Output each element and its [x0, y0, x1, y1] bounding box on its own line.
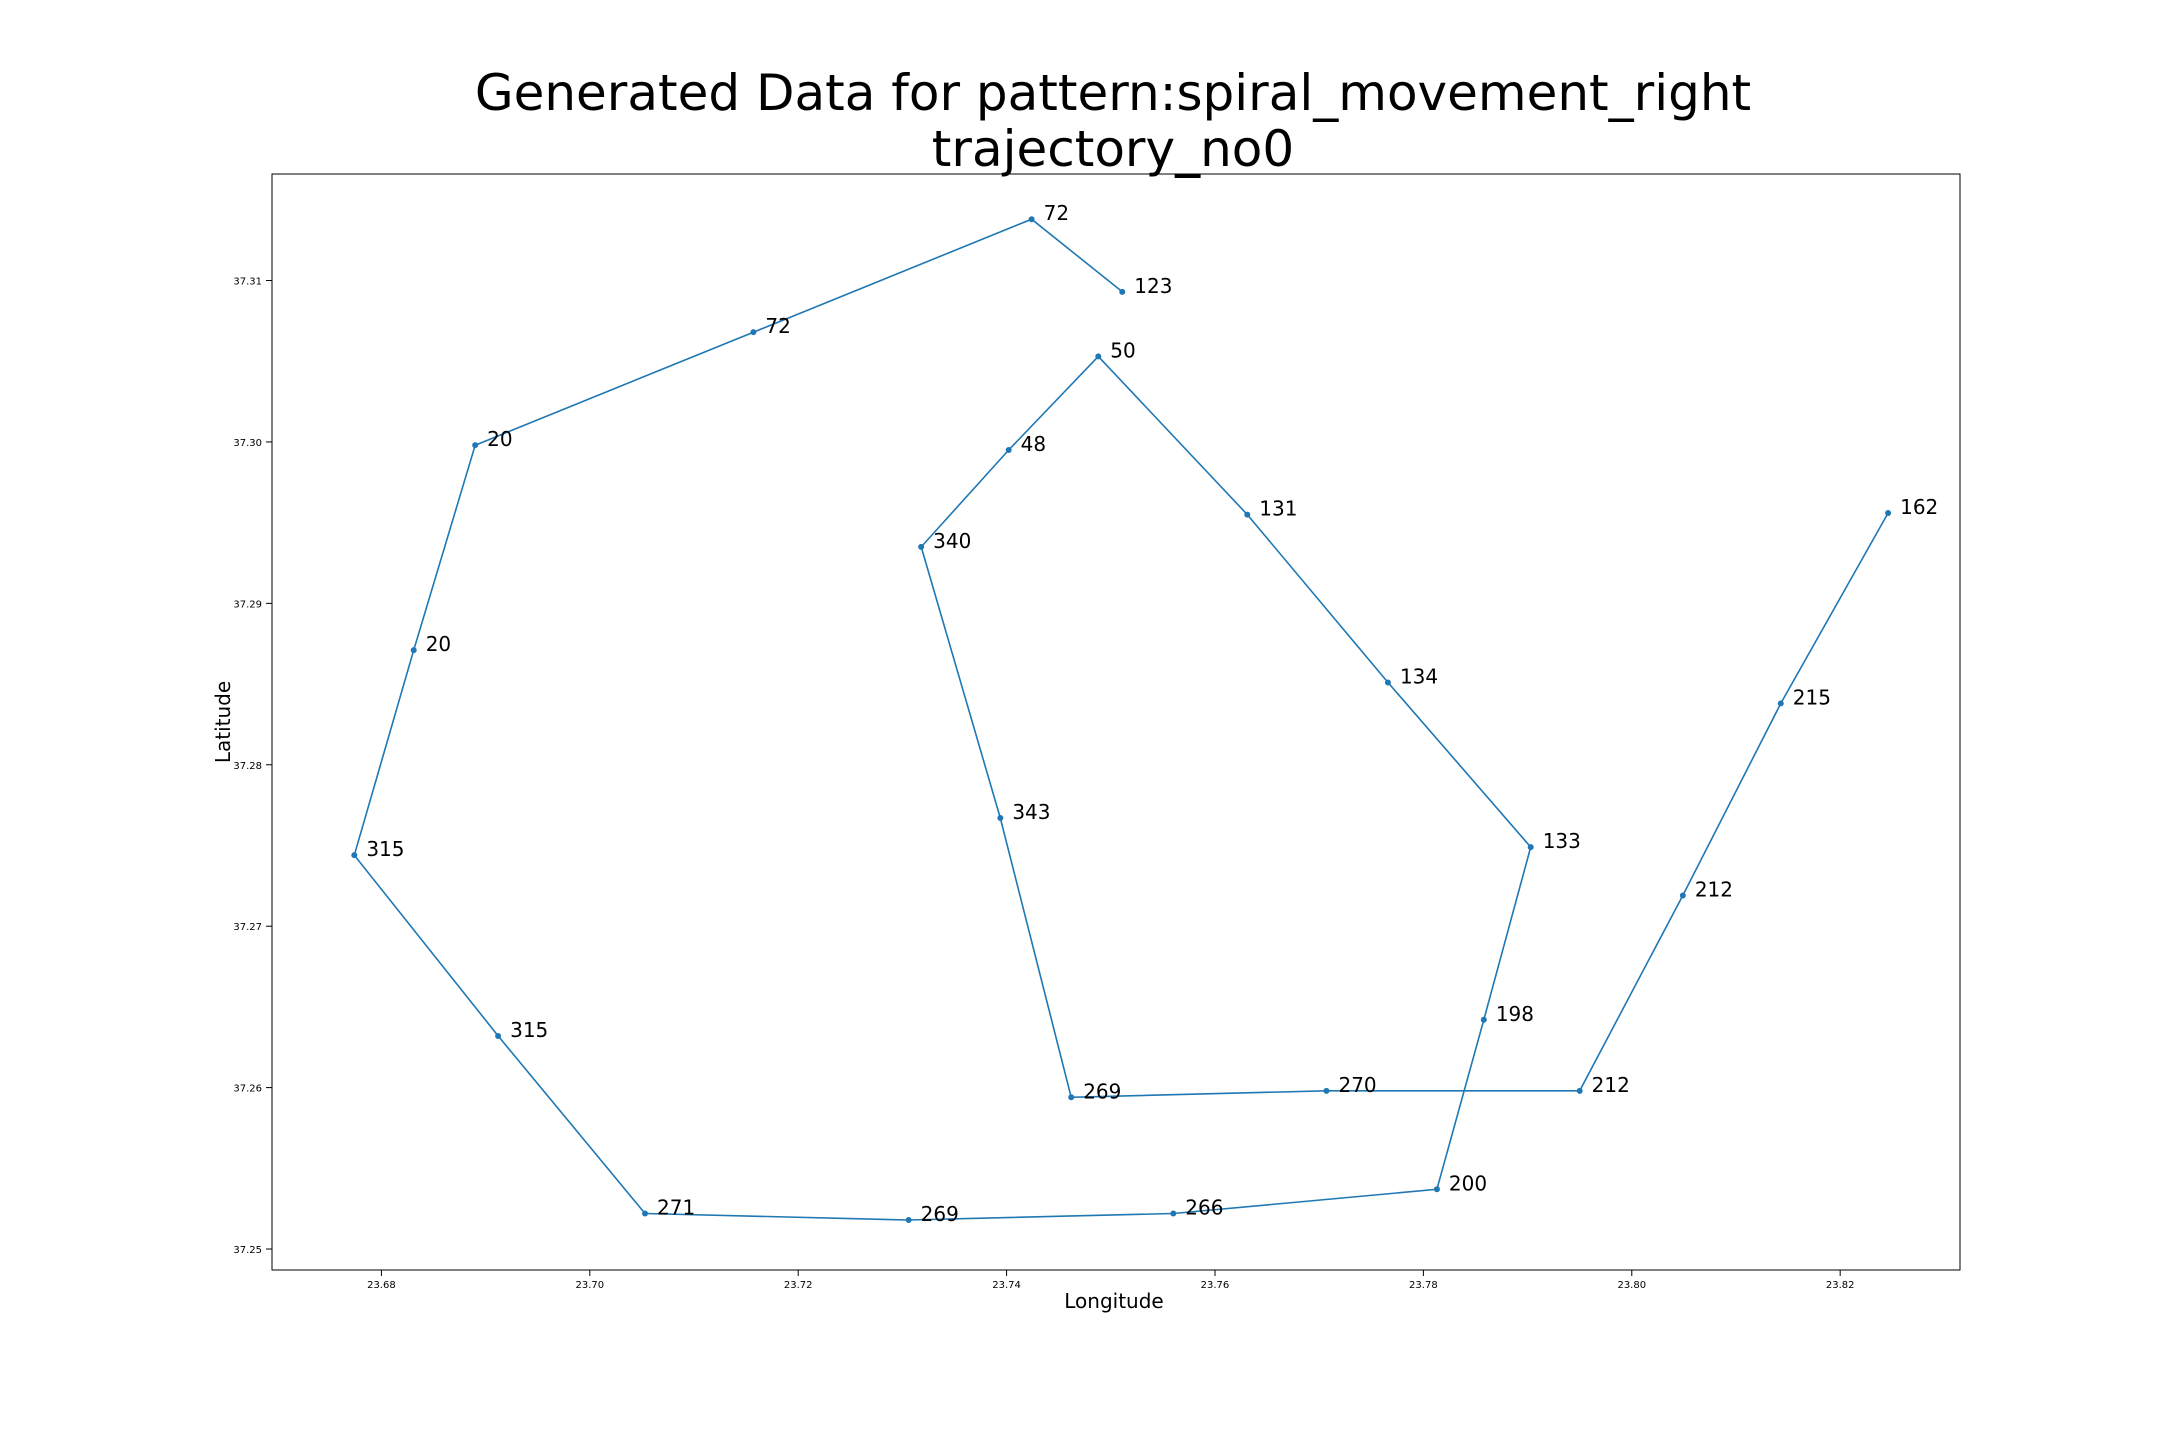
point-label: 271 — [657, 1196, 695, 1220]
trajectory-points — [351, 216, 1892, 1223]
trajectory-point — [1323, 1087, 1330, 1094]
point-label: 315 — [366, 837, 404, 861]
trajectory-point — [1170, 1210, 1177, 1217]
y-axis-label: Latitude — [211, 681, 235, 763]
trajectory-point — [997, 815, 1004, 822]
point-label: 269 — [1083, 1079, 1121, 1103]
trajectory-point — [918, 543, 925, 550]
trajectory-point — [1576, 1087, 1583, 1094]
y-tick-label: 37.26 — [233, 1084, 262, 1095]
trajectory-point — [410, 647, 417, 654]
point-label: 134 — [1400, 664, 1438, 688]
trajectory-point — [1433, 1186, 1440, 1193]
trajectory-point — [1068, 1094, 1075, 1101]
x-tick-label: 23.82 — [1826, 1280, 1855, 1291]
y-tick-label: 37.31 — [233, 277, 262, 288]
trajectory-point — [1244, 511, 1251, 518]
point-label: 72 — [1044, 201, 1069, 225]
point-label: 162 — [1900, 495, 1938, 519]
point-label: 343 — [1012, 800, 1050, 824]
point-label: 131 — [1259, 497, 1297, 521]
point-label: 48 — [1021, 432, 1046, 456]
point-label: 133 — [1543, 829, 1581, 853]
trajectory-point — [1527, 844, 1534, 851]
point-label: 20 — [426, 632, 451, 656]
point-label: 340 — [933, 529, 971, 553]
chart-title-line-1: Generated Data for pattern:spiral_moveme… — [475, 64, 1751, 122]
y-axis-ticks: 37.25 37.26 37.27 37.28 37.29 37.30 37.31 — [233, 277, 272, 1256]
x-axis-ticks: 23.68 23.70 23.72 23.74 23.76 23.78 23.80 23.82 — [367, 1270, 1854, 1291]
trajectory-point — [1384, 679, 1391, 686]
point-labels: 123 72 72 20 20 315 315 271 269 266 200 198 133 134 13… — [366, 201, 1938, 1226]
trajectory-point — [642, 1210, 649, 1217]
point-label: 20 — [487, 427, 512, 451]
x-tick-label: 23.70 — [575, 1280, 604, 1291]
point-label: 50 — [1110, 338, 1135, 362]
trajectory-point — [1005, 447, 1012, 454]
point-label: 198 — [1496, 1002, 1534, 1026]
point-label: 270 — [1338, 1073, 1376, 1097]
trajectory-point — [1777, 700, 1784, 707]
point-label: 212 — [1695, 878, 1733, 902]
point-label: 315 — [510, 1018, 548, 1042]
trajectory-point — [1679, 892, 1686, 899]
point-label: 266 — [1185, 1196, 1223, 1220]
trajectory-point — [1095, 353, 1102, 360]
point-label: 215 — [1793, 685, 1831, 709]
point-label: 212 — [1592, 1073, 1630, 1097]
x-tick-label: 23.74 — [992, 1280, 1021, 1291]
trajectory-point — [351, 852, 358, 859]
y-tick-label: 37.25 — [233, 1245, 262, 1256]
x-axis-label: Longitude — [1064, 1289, 1163, 1313]
x-tick-label: 23.80 — [1617, 1280, 1646, 1291]
trajectory-point — [750, 329, 757, 336]
point-label: 123 — [1134, 274, 1172, 298]
trajectory-point — [1028, 216, 1035, 223]
trajectory-line — [353, 218, 1889, 1221]
y-tick-label: 37.27 — [233, 922, 262, 933]
trajectory-point — [1480, 1016, 1487, 1023]
x-tick-label: 23.76 — [1201, 1280, 1230, 1291]
trajectory-point — [1885, 509, 1892, 516]
point-label: 269 — [921, 1202, 959, 1226]
trajectory-point — [472, 442, 479, 449]
trajectory-point — [495, 1032, 502, 1039]
y-tick-label: 37.30 — [233, 438, 262, 449]
x-tick-label: 23.78 — [1409, 1280, 1438, 1291]
point-label: 72 — [765, 314, 790, 338]
point-label: 200 — [1449, 1171, 1487, 1195]
plot-area-frame — [271, 173, 1961, 1271]
chart-title-line-2: trajectory_no0 — [932, 120, 1294, 178]
trajectory-point — [1119, 288, 1126, 295]
y-tick-label: 37.29 — [233, 599, 262, 610]
trajectory-point — [905, 1216, 912, 1223]
y-tick-label: 37.28 — [233, 761, 262, 772]
x-tick-label: 23.68 — [367, 1280, 396, 1291]
x-tick-label: 23.72 — [784, 1280, 813, 1291]
